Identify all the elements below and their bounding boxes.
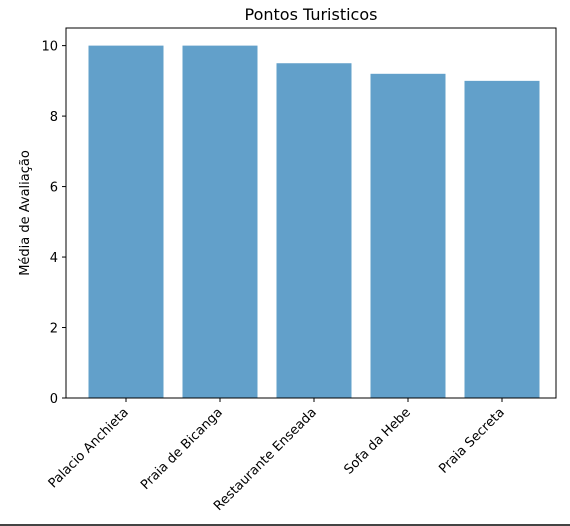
bar-2 (276, 63, 352, 398)
bar-0 (88, 45, 164, 398)
y-tick-label: 4 (50, 251, 58, 266)
y-tick-label: 10 (41, 40, 58, 55)
plot-frame (65, 27, 557, 399)
y-axis-label: Média de Avaliação (18, 150, 33, 276)
x-tick-label: Palacio Anchieta (46, 405, 132, 491)
bar-4 (464, 80, 540, 398)
x-tick-label: Sofa da Hebe (342, 405, 414, 477)
x-ticks-layer: Palacio Anchieta Praia de BicangaRestaura… (46, 398, 508, 514)
bars-layer (88, 45, 540, 399)
bar-3 (370, 73, 446, 399)
x-tick-label: Praia de Bicanga (138, 405, 226, 493)
x-tick-label: Praia Secreta (436, 405, 508, 477)
x-tick-label: Restaurante Enseada (211, 405, 320, 514)
y-tick-label: 2 (50, 322, 58, 337)
bar-1 (182, 45, 258, 398)
y-tick-label: 0 (50, 392, 58, 407)
chart-title: Pontos Turisticos (245, 5, 378, 24)
y-ticks-layer: 0 2 4 6 8 10 (41, 40, 66, 407)
y-tick-label: 8 (50, 110, 58, 125)
y-tick-label: 6 (50, 181, 58, 196)
window-bottom-border (0, 524, 570, 526)
